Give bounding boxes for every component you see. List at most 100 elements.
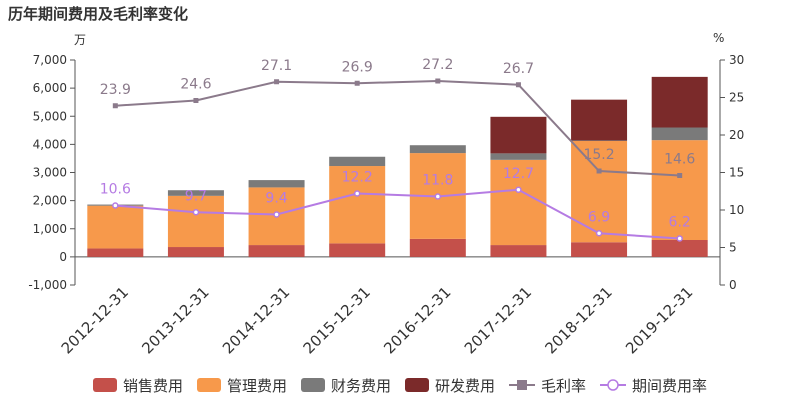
bar-finance (651, 127, 708, 141)
legend-sales-swatch (92, 378, 117, 392)
gross-margin-data-label: 14.6 (664, 152, 695, 168)
bar-sales (87, 248, 144, 257)
bar-sales (651, 240, 708, 257)
bar-sales (571, 242, 628, 257)
bar-sales (409, 238, 466, 257)
bar-rd (490, 116, 547, 154)
gross-margin-point (677, 173, 683, 178)
left-axis-tick-label: 4,000 (33, 137, 67, 151)
left-axis-tick-label: 6,000 (33, 81, 67, 95)
left-axis-tick-label: 2,000 (33, 194, 67, 208)
gross-margin-point (112, 103, 118, 109)
chart-legend: 销售费用 管理费用 财务费用 研发费用 毛利率 期间费用率 (0, 372, 800, 398)
bar-admin (329, 166, 386, 244)
left-axis-tick-label: 0 (59, 250, 67, 264)
expense-rate-point (515, 186, 522, 193)
expense-rate-point (192, 209, 200, 216)
legend-sales[interactable]: 销售费用 (92, 375, 183, 396)
bar-admin (651, 140, 708, 240)
bar-sales (167, 247, 224, 257)
legend-finance-label: 财务费用 (330, 376, 391, 395)
expense-rate-data-label: 9.7 (185, 188, 207, 204)
expense-rate-point (595, 230, 603, 237)
legend-gross-margin-swatch (509, 380, 536, 390)
bar-finance (329, 156, 386, 167)
bar-finance (490, 153, 547, 160)
right-axis-tick-label: 10 (729, 203, 744, 217)
x-axis-tick-label: 2013-12-31 (138, 283, 212, 357)
x-axis-tick-label: 2017-12-31 (461, 283, 535, 357)
expense-rate-point (112, 202, 119, 209)
right-axis-tick-label: 15 (729, 166, 744, 180)
bar-finance (248, 180, 305, 188)
legend-gross-margin[interactable]: 毛利率 (509, 375, 586, 396)
legend-sales-label: 销售费用 (122, 376, 183, 395)
left-axis-tick-label: -1,000 (28, 278, 67, 292)
legend-finance[interactable]: 财务费用 (300, 375, 391, 396)
left-axis-tick-label: 1,000 (33, 222, 67, 236)
bar-sales (329, 243, 386, 257)
expense-rate-point (676, 235, 683, 242)
gross-margin-data-label: 26.7 (503, 61, 534, 77)
gross-margin-data-label: 23.9 (100, 82, 131, 98)
legend-expense-rate-label: 期间费用率 (632, 376, 708, 395)
expense-rate-point (434, 193, 442, 200)
bar-admin (490, 159, 547, 246)
left-axis-tick-label: 5,000 (33, 109, 67, 123)
gross-margin-point (354, 80, 360, 86)
legend-rd-swatch (405, 378, 429, 392)
expense-rate-data-label: 6.2 (669, 215, 691, 231)
x-axis-tick-label: 2016-12-31 (380, 283, 454, 357)
left-axis-tick-label: 3,000 (33, 166, 67, 180)
legend-expense-rate-swatch (600, 379, 627, 391)
bar-rd (571, 99, 628, 141)
bar-admin (571, 141, 628, 243)
right-axis-tick-label: 0 (729, 278, 737, 292)
right-axis-unit: % (713, 31, 725, 45)
expense-rate-data-label: 6.9 (588, 209, 610, 225)
gross-margin-data-label: 26.9 (342, 59, 373, 75)
expense-rate-data-label: 9.4 (265, 191, 287, 207)
expense-rate-data-label: 12.2 (342, 170, 373, 186)
expense-rate-point (353, 190, 361, 197)
bar-sales (248, 245, 305, 257)
gross-margin-point (515, 82, 521, 88)
bar-finance (167, 190, 224, 196)
x-axis-tick-label: 2012-12-31 (58, 283, 132, 357)
legend-admin[interactable]: 管理费用 (196, 375, 287, 396)
chart-title: 历年期间费用及毛利率变化 (8, 5, 189, 23)
x-axis-tick-label: 2019-12-31 (622, 283, 696, 357)
bar-sales (490, 245, 547, 257)
right-axis-tick-label: 25 (729, 91, 744, 105)
gross-margin-data-label: 27.2 (422, 57, 453, 73)
gross-margin-point (435, 78, 441, 84)
legend-rd[interactable]: 研发费用 (405, 375, 495, 396)
legend-admin-label: 管理费用 (226, 376, 287, 395)
expense-rate-point (273, 211, 280, 218)
gross-margin-data-label: 24.6 (180, 77, 211, 93)
right-axis-tick-label: 20 (729, 128, 744, 142)
left-axis-tick-label: 7,000 (33, 53, 67, 67)
gross-margin-line (115, 79, 680, 177)
legend-rd-label: 研发费用 (435, 376, 496, 395)
gross-margin-data-label: 15.2 (583, 147, 614, 163)
bar-finance (409, 145, 466, 154)
right-axis-tick-label: 30 (729, 53, 744, 67)
legend-expense-rate[interactable]: 期间费用率 (600, 375, 707, 396)
bar-admin (87, 205, 144, 249)
legend-gross-margin-label: 毛利率 (541, 376, 587, 395)
expense-rate-data-label: 11.8 (422, 173, 453, 189)
gross-margin-point (193, 98, 199, 103)
bar-admin (167, 195, 224, 248)
bar-rd (651, 76, 708, 128)
expense-rate-data-label: 12.7 (503, 166, 534, 182)
right-axis-tick-label: 5 (729, 241, 737, 255)
bar-finance (571, 140, 628, 141)
gross-margin-data-label: 27.1 (261, 58, 292, 74)
legend-admin-swatch (196, 378, 221, 392)
x-axis-tick-label: 2018-12-31 (542, 283, 616, 357)
left-axis-unit: 万 (74, 33, 87, 47)
legend-finance-swatch (300, 378, 325, 392)
